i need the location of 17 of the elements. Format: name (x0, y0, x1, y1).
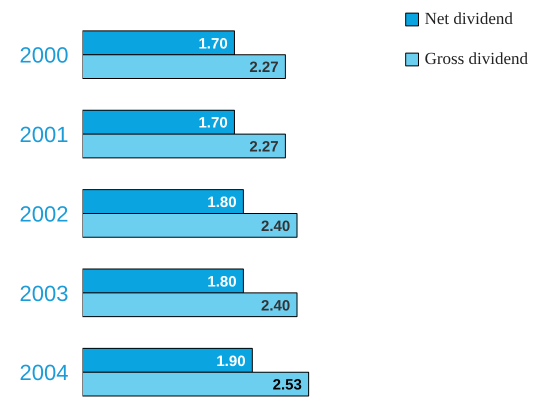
data-label: 1.70 (198, 35, 228, 52)
legend-label: Net dividend (424, 9, 513, 29)
y-tick-label: 2004 (20, 360, 69, 386)
legend-label: Gross dividend (424, 49, 528, 69)
y-tick-label: 2003 (20, 280, 69, 306)
data-label: 1.70 (198, 114, 228, 132)
data-label: 2.40 (261, 297, 290, 314)
data-label: 2.53 (272, 376, 302, 394)
data-label: 2.27 (249, 59, 279, 76)
data-label: 2.40 (261, 218, 290, 235)
y-tick-label: 2001 (20, 122, 69, 148)
data-label: 1.90 (216, 352, 246, 370)
y-tick-label: 2000 (20, 42, 69, 68)
data-label: 2.27 (249, 138, 279, 156)
y-tick-label: 2002 (20, 201, 69, 226)
data-label: 1.80 (207, 273, 237, 290)
data-label: 1.80 (207, 194, 237, 212)
